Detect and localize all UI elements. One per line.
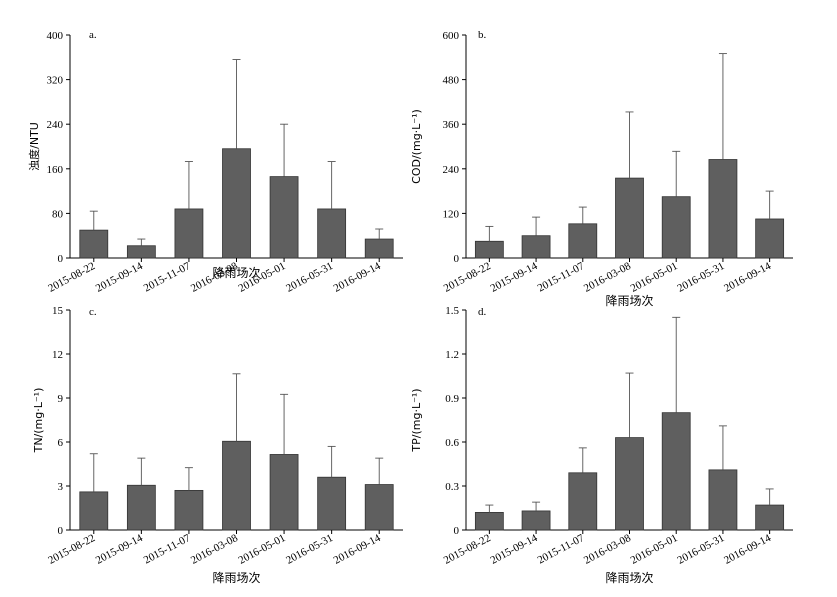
- bar: [755, 218, 785, 259]
- bar: [568, 223, 598, 259]
- bar: [661, 196, 691, 259]
- panel-label: b.: [478, 29, 487, 41]
- x-tick-label: 2016-05-31: [284, 532, 335, 567]
- x-tick-label: 2016-09-14: [332, 532, 383, 567]
- y-tick-label: 480: [443, 75, 460, 87]
- panel-a-turbidity: 0 80 160 240 320 400 2015-08-222015-09-142015-…: [27, 29, 403, 295]
- bar: [222, 148, 251, 259]
- x-tick-label: 2015-09-14: [489, 532, 540, 567]
- y-tick-label: 15: [52, 305, 64, 317]
- x-tick-label: 2016-09-14: [722, 260, 773, 295]
- x-tick-label: 2015-08-22: [442, 260, 493, 295]
- bar: [474, 512, 504, 531]
- x-tick-label: 2015-11-07: [142, 532, 193, 567]
- x-tick-label: 2015-08-22: [442, 532, 493, 567]
- bar: [269, 176, 299, 259]
- y-tick-label: 6: [58, 437, 64, 449]
- y-tick-label: 0: [58, 253, 64, 265]
- panel-label: c.: [89, 306, 97, 318]
- y-tick-label: 600: [443, 30, 460, 42]
- x-tick-label: 2015-09-14: [94, 260, 145, 295]
- x-axis-title: 降雨场次: [605, 294, 653, 308]
- y-tick-label: 12: [52, 349, 63, 361]
- bar: [364, 484, 394, 531]
- y-tick-label: 0.3: [445, 481, 459, 493]
- panel-c-tn: 036912152015-08-222015-09-142015-11-0720…: [32, 305, 403, 585]
- x-tick-label: 2016-05-31: [675, 532, 726, 567]
- bar: [521, 510, 551, 531]
- x-tick-label: 2016-05-01: [629, 260, 680, 295]
- bar: [174, 208, 204, 259]
- x-tick-label: 2016-03-08: [582, 260, 633, 295]
- bar: [79, 491, 109, 531]
- y-tick-label: 0: [58, 525, 64, 537]
- y-axis-title: TN/(mg·L⁻¹): [32, 388, 45, 454]
- y-tick-label: 80: [52, 208, 64, 220]
- x-tick-label: 2016-05-01: [629, 532, 680, 567]
- x-tick-label: 2016-09-14: [722, 532, 773, 567]
- bar: [474, 240, 504, 259]
- y-tick-label: 1.2: [445, 349, 459, 361]
- panel-label: d.: [478, 306, 487, 318]
- x-axis-title: 降雨场次: [212, 266, 260, 280]
- y-tick-label: 0: [454, 525, 460, 537]
- bar: [222, 440, 251, 531]
- panel-label: a.: [89, 29, 97, 41]
- bar: [317, 476, 347, 531]
- y-tick-label: 240: [443, 164, 460, 176]
- y-tick-label: 0: [454, 253, 460, 265]
- bar: [126, 484, 156, 531]
- y-tick-label: 0.6: [445, 437, 459, 449]
- bar: [364, 238, 394, 259]
- bar: [126, 245, 156, 259]
- y-tick-label: 240: [47, 119, 64, 131]
- y-tick-label: 9: [58, 393, 64, 405]
- x-tick-label: 2016-05-31: [284, 260, 335, 295]
- x-tick-label: 2015-08-22: [46, 260, 97, 295]
- x-tick-label: 2015-11-07: [536, 260, 587, 295]
- y-tick-label: 160: [47, 164, 64, 176]
- bar: [269, 454, 299, 531]
- x-tick-label: 2016-09-14: [332, 260, 383, 295]
- x-tick-label: 2016-05-31: [675, 260, 726, 295]
- y-axis-title: COD/(mg·L⁻¹): [410, 109, 423, 184]
- y-axis-title: TP/(mg·L⁻¹): [410, 388, 423, 452]
- x-tick-label: 2016-03-08: [582, 532, 633, 567]
- bar: [317, 208, 347, 259]
- bar: [708, 469, 738, 531]
- x-tick-label: 2015-11-07: [142, 260, 193, 295]
- x-tick-label: 2015-09-14: [489, 260, 540, 295]
- bar: [708, 159, 738, 259]
- bar: [661, 412, 691, 531]
- x-tick-label: 2015-09-14: [94, 532, 145, 567]
- y-axis-title: 浊度/NTU: [27, 122, 41, 171]
- bar: [615, 437, 644, 531]
- x-axis-title: 降雨场次: [605, 571, 653, 585]
- bar: [174, 489, 204, 531]
- bar: [521, 235, 551, 259]
- bar: [568, 472, 598, 531]
- y-tick-label: 320: [47, 75, 64, 87]
- x-axis-title: 降雨场次: [212, 571, 260, 585]
- x-tick-label: 2016-05-01: [237, 532, 288, 567]
- y-tick-label: 360: [443, 119, 460, 131]
- x-tick-label: 2016-03-08: [189, 532, 240, 567]
- bar: [755, 504, 785, 531]
- x-tick-label: 2015-08-22: [46, 532, 97, 567]
- y-tick-label: 0.9: [445, 393, 459, 405]
- bar: [79, 229, 109, 259]
- y-tick-label: 3: [58, 481, 64, 493]
- y-tick-label: 400: [47, 30, 64, 42]
- y-tick-label: 1.5: [445, 305, 459, 317]
- x-tick-label: 2015-11-07: [536, 532, 587, 567]
- panel-d-tp: 0 0.3 0.6 0.9 1.2 1.5 2015-08-222015-09-142015…: [410, 305, 793, 585]
- panel-b-cod: 0 120 240 360 480 600 2015-08-222015-09-142015…: [410, 29, 793, 308]
- bar: [615, 177, 644, 259]
- y-tick-label: 120: [443, 208, 460, 220]
